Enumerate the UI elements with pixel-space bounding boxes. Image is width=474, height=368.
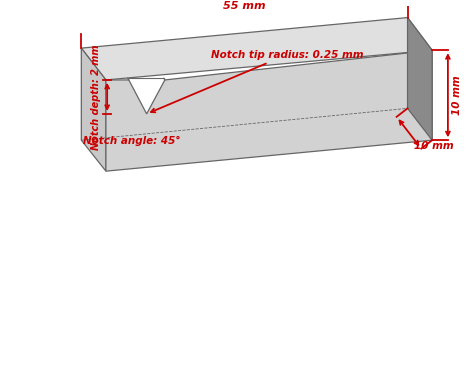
Polygon shape xyxy=(106,50,432,171)
Polygon shape xyxy=(408,18,432,140)
Text: Notch depth: 2 mm: Notch depth: 2 mm xyxy=(91,44,101,150)
Polygon shape xyxy=(82,48,106,171)
Text: 10 mm: 10 mm xyxy=(452,75,462,115)
Text: 10 mm: 10 mm xyxy=(414,141,454,151)
Polygon shape xyxy=(82,18,432,80)
Text: 55 mm: 55 mm xyxy=(223,1,266,11)
Text: Notch angle: 45°: Notch angle: 45° xyxy=(83,135,181,146)
Text: Notch tip radius: 0.25 mm: Notch tip radius: 0.25 mm xyxy=(151,50,363,112)
